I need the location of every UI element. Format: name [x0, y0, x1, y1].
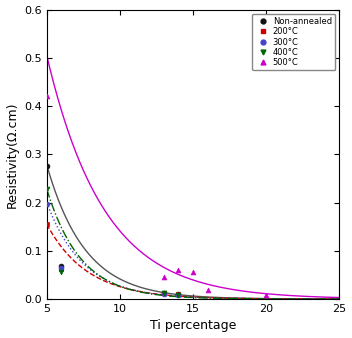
- Legend: Non-annealed, 200°C, 300°C, 400°C, 500°C: Non-annealed, 200°C, 300°C, 400°C, 500°C: [252, 14, 335, 70]
- Y-axis label: Resistivity(Ω.cm): Resistivity(Ω.cm): [6, 101, 19, 208]
- X-axis label: Ti percentage: Ti percentage: [150, 319, 236, 333]
